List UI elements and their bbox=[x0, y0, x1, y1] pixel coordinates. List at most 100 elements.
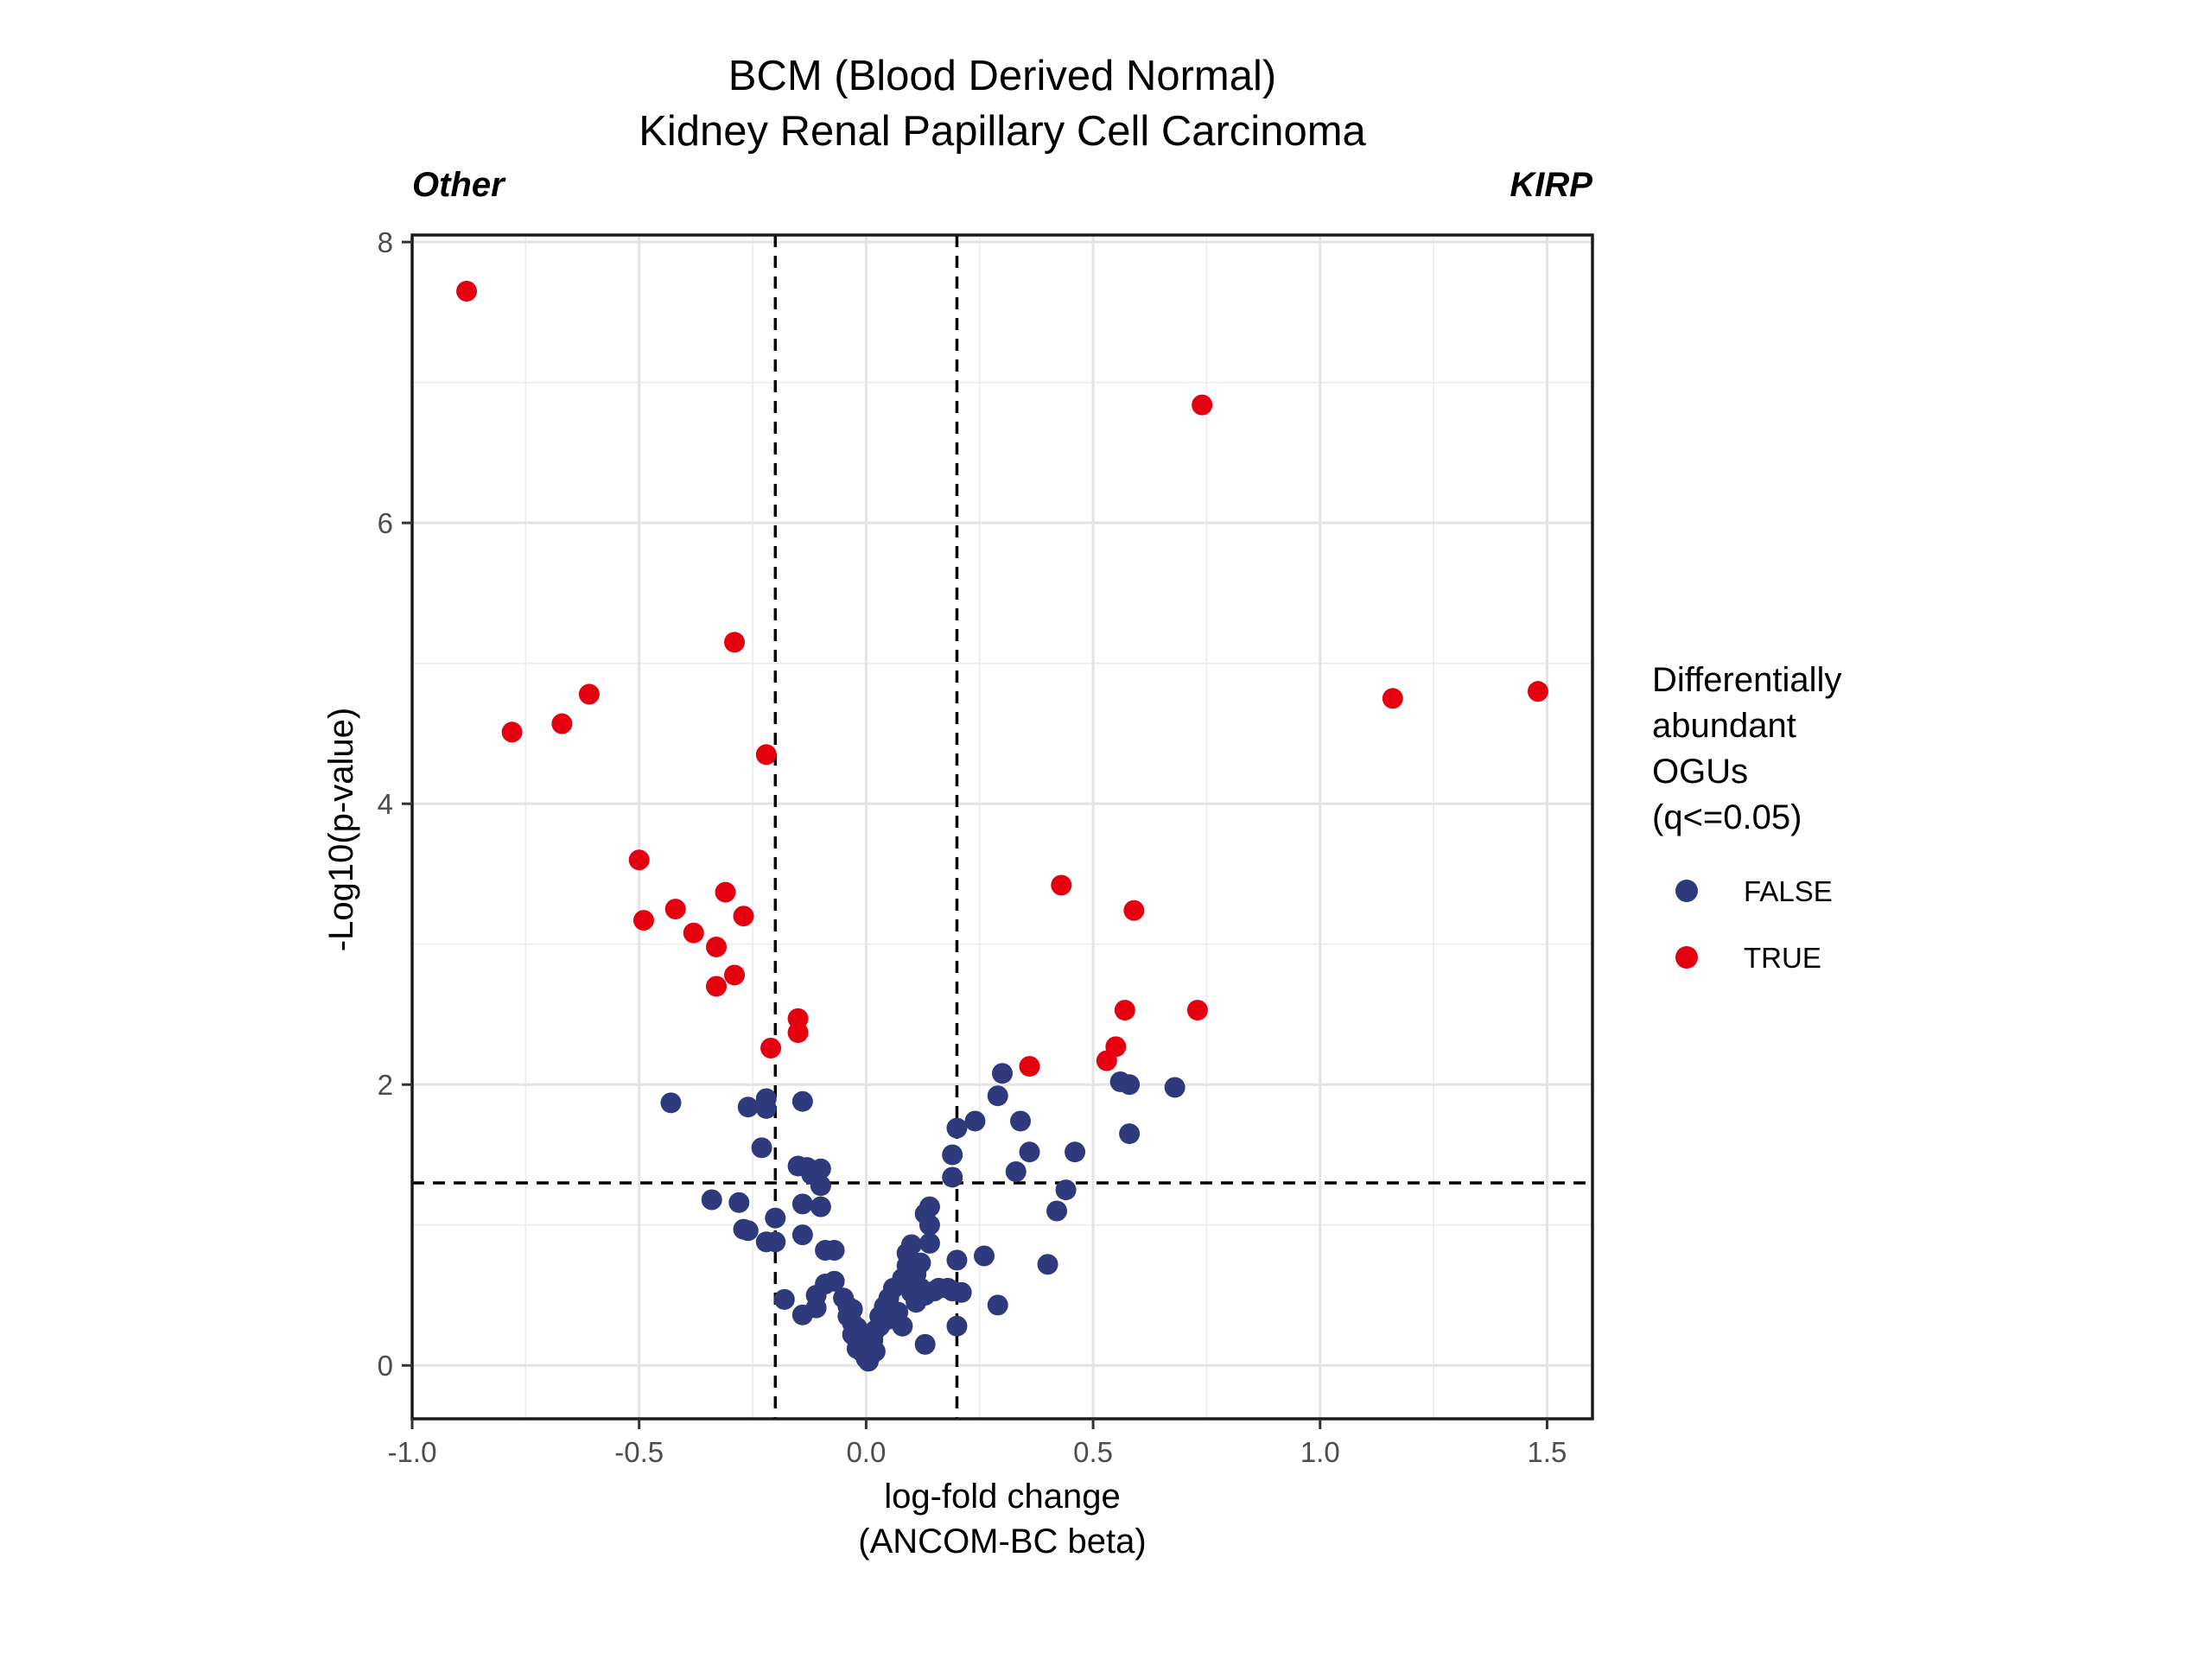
data-point-true bbox=[683, 922, 704, 944]
data-points bbox=[456, 281, 1548, 1372]
data-point-false bbox=[810, 1175, 831, 1197]
data-point-false bbox=[1046, 1200, 1068, 1222]
y-tick-label: 0 bbox=[378, 1350, 393, 1382]
data-point-true bbox=[760, 1037, 782, 1058]
data-point-true bbox=[1186, 1000, 1208, 1021]
corner-label-kirp: KIRP bbox=[1510, 166, 1592, 204]
data-point-false bbox=[823, 1270, 845, 1292]
data-point-false bbox=[791, 1224, 813, 1246]
data-point-false bbox=[810, 1158, 831, 1179]
data-point-true bbox=[1382, 688, 1403, 709]
data-point-true bbox=[1105, 1036, 1127, 1058]
data-point-true bbox=[501, 721, 523, 743]
data-point-true bbox=[1527, 681, 1548, 702]
data-point-false bbox=[942, 1144, 963, 1166]
data-point-true bbox=[551, 713, 573, 734]
corner-label-other: Other bbox=[412, 166, 506, 204]
data-point-false bbox=[918, 1214, 940, 1236]
data-point-true bbox=[1123, 899, 1145, 921]
data-point-false bbox=[864, 1340, 886, 1362]
data-point-false bbox=[810, 1196, 831, 1217]
data-point-false bbox=[892, 1315, 913, 1337]
data-point-false bbox=[987, 1294, 1008, 1316]
chart-subtitle: Kidney Renal Papillary Cell Carcinoma bbox=[639, 108, 1366, 155]
data-point-false bbox=[1019, 1141, 1040, 1163]
data-point-true bbox=[1192, 394, 1213, 416]
x-tick-label: -0.5 bbox=[614, 1436, 664, 1468]
y-tick-label: 6 bbox=[378, 507, 393, 539]
x-tick-label: -1.0 bbox=[388, 1436, 437, 1468]
data-point-true bbox=[1114, 1000, 1135, 1021]
data-point-false bbox=[791, 1090, 813, 1112]
data-point-false bbox=[987, 1085, 1008, 1107]
data-point-false bbox=[737, 1096, 759, 1118]
data-point-false bbox=[1164, 1077, 1185, 1098]
data-point-false bbox=[755, 1097, 777, 1119]
x-axis-ticks: -1.0 -0.5 0.0 0.5 1.0 1.5 bbox=[388, 1419, 1567, 1468]
data-point-true bbox=[628, 849, 650, 871]
data-point-false bbox=[791, 1193, 813, 1215]
data-point-false bbox=[1055, 1179, 1077, 1201]
data-point-false bbox=[1037, 1254, 1058, 1275]
data-point-true bbox=[1019, 1056, 1040, 1077]
data-point-false bbox=[1065, 1141, 1086, 1163]
data-point-true bbox=[755, 744, 777, 766]
data-point-false bbox=[765, 1231, 786, 1253]
data-point-false bbox=[765, 1207, 786, 1229]
data-point-true bbox=[1051, 874, 1072, 896]
x-axis-label-line1: log-fold change bbox=[884, 1478, 1121, 1516]
data-point-true bbox=[724, 632, 746, 653]
data-point-false bbox=[973, 1245, 995, 1267]
x-tick-label: 0.5 bbox=[1073, 1436, 1113, 1468]
data-point-true bbox=[456, 281, 478, 302]
data-point-false bbox=[1119, 1074, 1141, 1096]
data-point-false bbox=[900, 1234, 922, 1255]
plot-border bbox=[410, 233, 1594, 1421]
data-point-true bbox=[724, 964, 746, 986]
x-axis-label-line2: (ANCOM-BC beta) bbox=[858, 1522, 1146, 1560]
data-point-false bbox=[946, 1249, 968, 1271]
legend-title-line1: Differentially bbox=[1652, 661, 1841, 699]
x-tick-label: 0.0 bbox=[846, 1436, 886, 1468]
data-point-true bbox=[715, 881, 736, 903]
data-point-false bbox=[823, 1239, 845, 1261]
data-point-false bbox=[946, 1117, 968, 1139]
y-axis-label: -Log10(p-value) bbox=[322, 708, 360, 951]
data-point-true bbox=[787, 1007, 809, 1029]
data-point-false bbox=[1005, 1160, 1027, 1182]
y-tick-label: 2 bbox=[378, 1069, 393, 1101]
data-point-true bbox=[706, 936, 728, 957]
legend-title-line3: OGUs bbox=[1652, 753, 1748, 791]
chart-title: BCM (Blood Derived Normal) bbox=[728, 53, 1276, 99]
data-point-false bbox=[914, 1333, 936, 1355]
data-point-false bbox=[737, 1220, 759, 1242]
data-point-true bbox=[706, 976, 728, 997]
data-point-false bbox=[946, 1315, 968, 1337]
legend: Differentially abundant OGUs (q<=0.05) F… bbox=[1652, 661, 1841, 974]
data-point-false bbox=[918, 1232, 940, 1254]
data-point-true bbox=[632, 910, 654, 931]
legend-label-false: FALSE bbox=[1744, 875, 1833, 907]
plot-panel bbox=[412, 235, 1592, 1419]
data-point-false bbox=[660, 1092, 682, 1114]
data-point-false bbox=[751, 1137, 772, 1159]
data-point-false bbox=[950, 1281, 972, 1303]
data-point-false bbox=[701, 1189, 722, 1211]
x-tick-label: 1.0 bbox=[1300, 1436, 1340, 1468]
y-axis-ticks: 0 2 4 6 8 bbox=[378, 226, 412, 1382]
legend-title-line2: abundant bbox=[1652, 707, 1796, 745]
data-point-false bbox=[1010, 1110, 1032, 1132]
data-point-false bbox=[1119, 1123, 1141, 1145]
data-point-false bbox=[910, 1252, 931, 1274]
data-point-true bbox=[664, 899, 686, 920]
data-point-false bbox=[942, 1166, 963, 1188]
legend-title-line4: (q<=0.05) bbox=[1652, 798, 1802, 836]
data-point-false bbox=[773, 1288, 795, 1310]
data-point-false bbox=[964, 1110, 986, 1132]
y-tick-label: 8 bbox=[378, 226, 393, 258]
data-point-false bbox=[728, 1192, 750, 1213]
x-tick-label: 1.5 bbox=[1528, 1436, 1567, 1468]
data-point-false bbox=[805, 1297, 827, 1319]
legend-swatch-true bbox=[1675, 946, 1698, 969]
